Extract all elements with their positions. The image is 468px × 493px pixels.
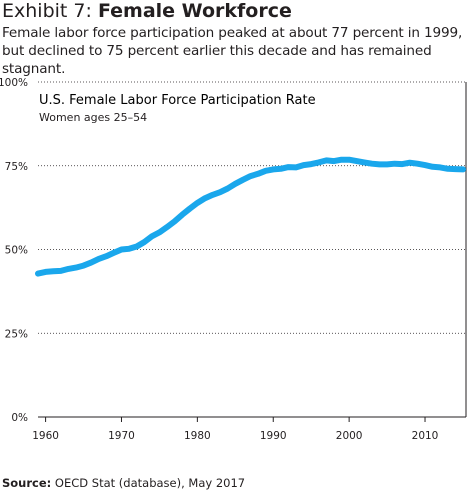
chart-title: U.S. Female Labor Force Participation Ra… bbox=[39, 93, 316, 108]
y-tick-label: 25% bbox=[5, 328, 28, 340]
y-tick-label: 50% bbox=[5, 245, 28, 257]
x-tick-label: 1970 bbox=[108, 430, 135, 442]
tick-labels: 0% 25% 50% 75% 100% 1960 1970 1980 1990 2000 2010 bbox=[0, 77, 438, 442]
axes bbox=[38, 82, 467, 422]
series-line bbox=[35, 156, 466, 277]
participation-rate-chart: 0%25%50%75%100%1960 1970 1980 1990 2000 2010 … bbox=[0, 77, 467, 442]
chart-subtitle: Women ages 25–54 bbox=[39, 111, 147, 124]
exhibit-lead: Exhibit 7: bbox=[2, 0, 98, 22]
y-tick-label: 75% bbox=[5, 161, 28, 173]
exhibit-subtitle: Female labor force participation peaked … bbox=[2, 25, 463, 77]
series bbox=[35, 156, 466, 277]
exhibit-title-text: Female Workforce bbox=[97, 0, 292, 22]
y-tick-label: 0% bbox=[11, 412, 28, 424]
x-tick-label: 1990 bbox=[260, 430, 287, 442]
x-tick-label: 2000 bbox=[336, 430, 363, 442]
source-label: Source: bbox=[2, 476, 52, 490]
exhibit-title: Exhibit 7: Female Workforce bbox=[2, 0, 292, 22]
x-tick-label: 2010 bbox=[412, 430, 439, 442]
x-tick-label: 1980 bbox=[184, 430, 211, 442]
source-note: Source: OECD Stat (database), May 2017 bbox=[2, 476, 245, 490]
source-text: OECD Stat (database), May 2017 bbox=[51, 476, 246, 490]
x-tick-label: 1960 bbox=[32, 430, 59, 442]
y-tick-label: 100% bbox=[0, 77, 28, 89]
